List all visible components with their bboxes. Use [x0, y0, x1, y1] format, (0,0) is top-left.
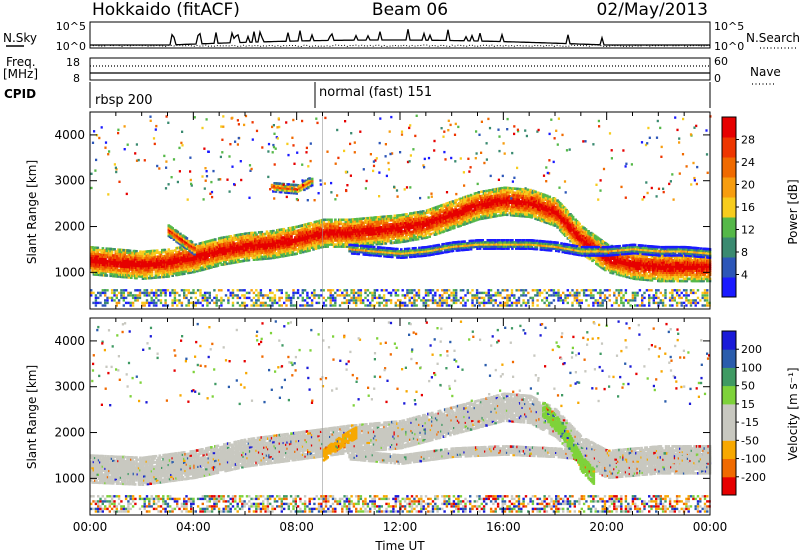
- x-tick-label: 16:00: [486, 520, 521, 534]
- nsearch-tick-bottom: 10^0: [714, 40, 744, 53]
- colorbar-swatch: [722, 237, 736, 258]
- x-axis-label: Time UT: [374, 539, 425, 553]
- power-colorbar: 4 8 12 16 20 24 28: [721, 116, 755, 298]
- colorbar-swatch: [722, 157, 736, 178]
- nave-tick-top: 60: [714, 55, 728, 68]
- colorbar-swatch: [722, 476, 736, 496]
- colorbar-tick-label: 16: [741, 201, 755, 214]
- date-title: 02/May/2013: [597, 0, 709, 20]
- power-panel: 1000 2000 3000 4000 Slant Range [km] 4 8 12 16…: [25, 111, 800, 310]
- colorbar-swatch: [722, 277, 736, 298]
- colorbar-swatch: [722, 440, 736, 459]
- velocity-ylabel: Slant Range [km]: [25, 365, 39, 469]
- y-tick-label: 3000: [54, 174, 85, 188]
- colorbar-tick-label: -200: [741, 471, 766, 484]
- nave-tick-bottom: 0: [714, 72, 721, 85]
- cpid-segment-1: rbsp 200: [95, 93, 153, 108]
- colorbar-tick-label: 20: [741, 179, 755, 192]
- colorbar-swatch: [722, 422, 736, 441]
- freq-unit: [MHz]: [3, 67, 38, 81]
- colorbar-swatch: [722, 403, 736, 423]
- colorbar-swatch: [722, 217, 736, 238]
- y-tick-label: 2000: [54, 220, 85, 234]
- colorbar-tick-label: 12: [741, 224, 755, 237]
- colorbar-tick-label: 8: [741, 246, 748, 259]
- cpid-label: CPID: [4, 87, 36, 101]
- colorbar-swatch: [722, 458, 736, 478]
- velocity-colorbar: -200 -100 -50 -15 15 50 100 200: [721, 330, 766, 496]
- power-ylabel: Slant Range [km]: [25, 160, 39, 264]
- freq-label: Freq.: [6, 55, 36, 69]
- power-axes: 1000 2000 3000 4000: [54, 112, 711, 309]
- cpid-row: CPID rbsp 200 normal (fast) 151: [4, 82, 711, 108]
- nsky-panel: N.Sky 10^5 10^0 N.Search 10^5 10^0: [3, 20, 800, 53]
- nsearch-label: N.Search: [746, 31, 800, 45]
- colorbar-swatch: [722, 197, 736, 218]
- y-tick-label: 4000: [54, 128, 85, 142]
- y-tick-label: 2000: [54, 426, 85, 440]
- power-colorbar-label: Power [dB]: [786, 179, 800, 244]
- nsky-tick-top: 10^5: [56, 20, 86, 33]
- colorbar-tick-label: 100: [741, 361, 762, 374]
- x-tick-label: 08:00: [279, 520, 314, 534]
- x-tick-label: 12:00: [383, 520, 418, 534]
- colorbar-swatch: [722, 331, 736, 350]
- colorbar-tick-label: 50: [741, 380, 755, 393]
- colorbar-tick-label: 24: [741, 156, 755, 169]
- x-tick-label: 04:00: [176, 520, 211, 534]
- freq-tick-bottom: 8: [73, 72, 80, 85]
- freq-panel: Freq. [MHz] 18 8 Nave 60 0: [3, 55, 781, 85]
- colorbar-swatch: [722, 257, 736, 278]
- colorbar-swatch: [722, 385, 736, 405]
- y-tick-label: 3000: [54, 380, 85, 394]
- velocity-heatmap: [90, 318, 712, 515]
- colorbar-swatch: [722, 177, 736, 198]
- freq-tick-top: 18: [66, 56, 80, 69]
- colorbar-swatch: [722, 117, 736, 138]
- velocity-axes: 1000 2000 3000 4000 00:00 04:00 08:00 12:00 16:0…: [54, 318, 727, 534]
- power-heatmap: [90, 112, 712, 309]
- nsky-tick-bottom: 10^0: [56, 40, 86, 53]
- colorbar-tick-label: 4: [741, 269, 748, 282]
- x-tick-label: 20:00: [589, 520, 624, 534]
- colorbar-swatch: [722, 137, 736, 158]
- colorbar-tick-label: -50: [741, 434, 759, 447]
- colorbar-tick-label: 15: [741, 398, 755, 411]
- velocity-colorbar-label: Velocity [m s⁻¹]: [786, 367, 800, 460]
- nsky-trace: [90, 29, 710, 46]
- y-tick-label: 4000: [54, 334, 85, 348]
- nave-label: Nave: [750, 65, 781, 79]
- colorbar-tick-label: 200: [741, 343, 762, 356]
- nsearch-trace: [89, 44, 711, 48]
- colorbar-tick-label: 28: [741, 134, 755, 147]
- y-tick-label: 1000: [54, 471, 85, 485]
- beam-title: Beam 06: [372, 0, 448, 20]
- y-tick-label: 1000: [54, 265, 85, 279]
- station-title: Hokkaido (fitACF): [92, 0, 240, 20]
- colorbar-swatch: [722, 349, 736, 368]
- x-tick-label: 00:00: [693, 520, 728, 534]
- x-tick-label: 00:00: [73, 520, 108, 534]
- nsky-label: N.Sky: [3, 31, 37, 45]
- nsearch-tick-top: 10^5: [714, 20, 744, 33]
- velocity-panel: 1000 2000 3000 4000 00:00 04:00 08:00 12:00 16:0…: [25, 317, 800, 553]
- colorbar-tick-label: -15: [741, 416, 759, 429]
- colorbar-swatch: [722, 367, 736, 387]
- colorbar-tick-label: -100: [741, 453, 766, 466]
- cpid-segment-2: normal (fast) 151: [319, 85, 432, 100]
